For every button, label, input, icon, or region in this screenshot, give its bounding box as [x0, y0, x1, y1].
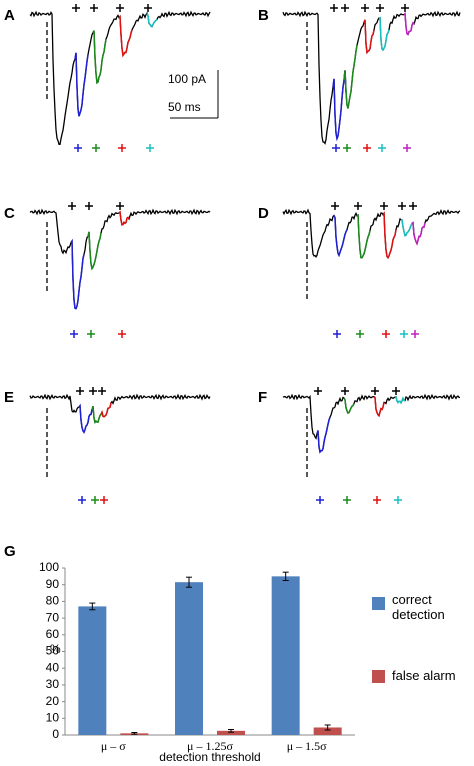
event-trace	[343, 45, 358, 109]
event-trace	[92, 30, 107, 85]
panel-label: F	[258, 389, 267, 406]
event-trace	[373, 396, 385, 418]
event-trace	[363, 19, 375, 55]
trace	[282, 208, 461, 259]
y-tick-label: 50	[46, 644, 60, 658]
x-tick-label: μ – 1.5σ	[287, 739, 327, 753]
panel-label: D	[258, 205, 269, 222]
event-trace	[100, 402, 112, 418]
y-tick-label: 0	[52, 727, 59, 741]
y-tick-label: 20	[46, 694, 60, 708]
event-trace	[118, 14, 133, 58]
panel-label: G	[4, 543, 16, 560]
event-trace	[411, 221, 426, 246]
panel-label: B	[258, 7, 269, 24]
event-trace	[378, 16, 390, 52]
y-tick-label: 60	[46, 627, 60, 641]
trace	[29, 208, 211, 310]
legend-swatch	[372, 670, 385, 683]
y-tick-label: 30	[46, 677, 60, 691]
trace	[282, 10, 461, 145]
scale-label: 100 pA	[168, 72, 206, 86]
event-trace	[356, 213, 371, 259]
panel-label: C	[4, 205, 15, 222]
event-trace	[333, 215, 348, 258]
scale-label: 50 ms	[168, 100, 201, 114]
event-trace	[403, 12, 415, 36]
y-axis-label: %	[50, 642, 61, 656]
event-trace	[400, 218, 415, 237]
event-trace	[74, 52, 89, 117]
trace	[282, 393, 461, 454]
x-axis-label: detection threshold	[159, 750, 260, 764]
x-tick-label: μ – 1.25σ	[187, 739, 233, 753]
y-tick-label: 70	[46, 610, 60, 624]
y-tick-label: 10	[46, 710, 60, 724]
event-trace	[78, 403, 93, 434]
trace	[29, 393, 211, 434]
event-trace	[332, 70, 347, 142]
event-trace	[146, 12, 158, 28]
event-trace	[343, 397, 355, 415]
x-tick-label: μ – σ	[101, 739, 126, 753]
legend-label: false alarm	[392, 668, 456, 683]
legend-swatch	[372, 597, 385, 610]
y-tick-label: 40	[46, 660, 60, 674]
y-tick-label: 80	[46, 594, 60, 608]
event-trace	[118, 210, 130, 226]
event-trace	[70, 238, 85, 310]
bar	[175, 582, 203, 735]
event-trace	[87, 231, 102, 271]
event-trace	[382, 211, 397, 260]
bar	[313, 727, 342, 735]
bar	[271, 576, 300, 735]
bar	[217, 730, 245, 735]
event-trace	[394, 396, 406, 405]
panel-label: E	[4, 389, 14, 406]
legend-label: correct detection	[392, 592, 445, 622]
y-tick-label: 90	[46, 577, 60, 591]
event-trace	[316, 416, 331, 454]
bar	[78, 606, 107, 735]
y-tick-label: 100	[39, 560, 59, 574]
panel-label: A	[4, 7, 15, 24]
